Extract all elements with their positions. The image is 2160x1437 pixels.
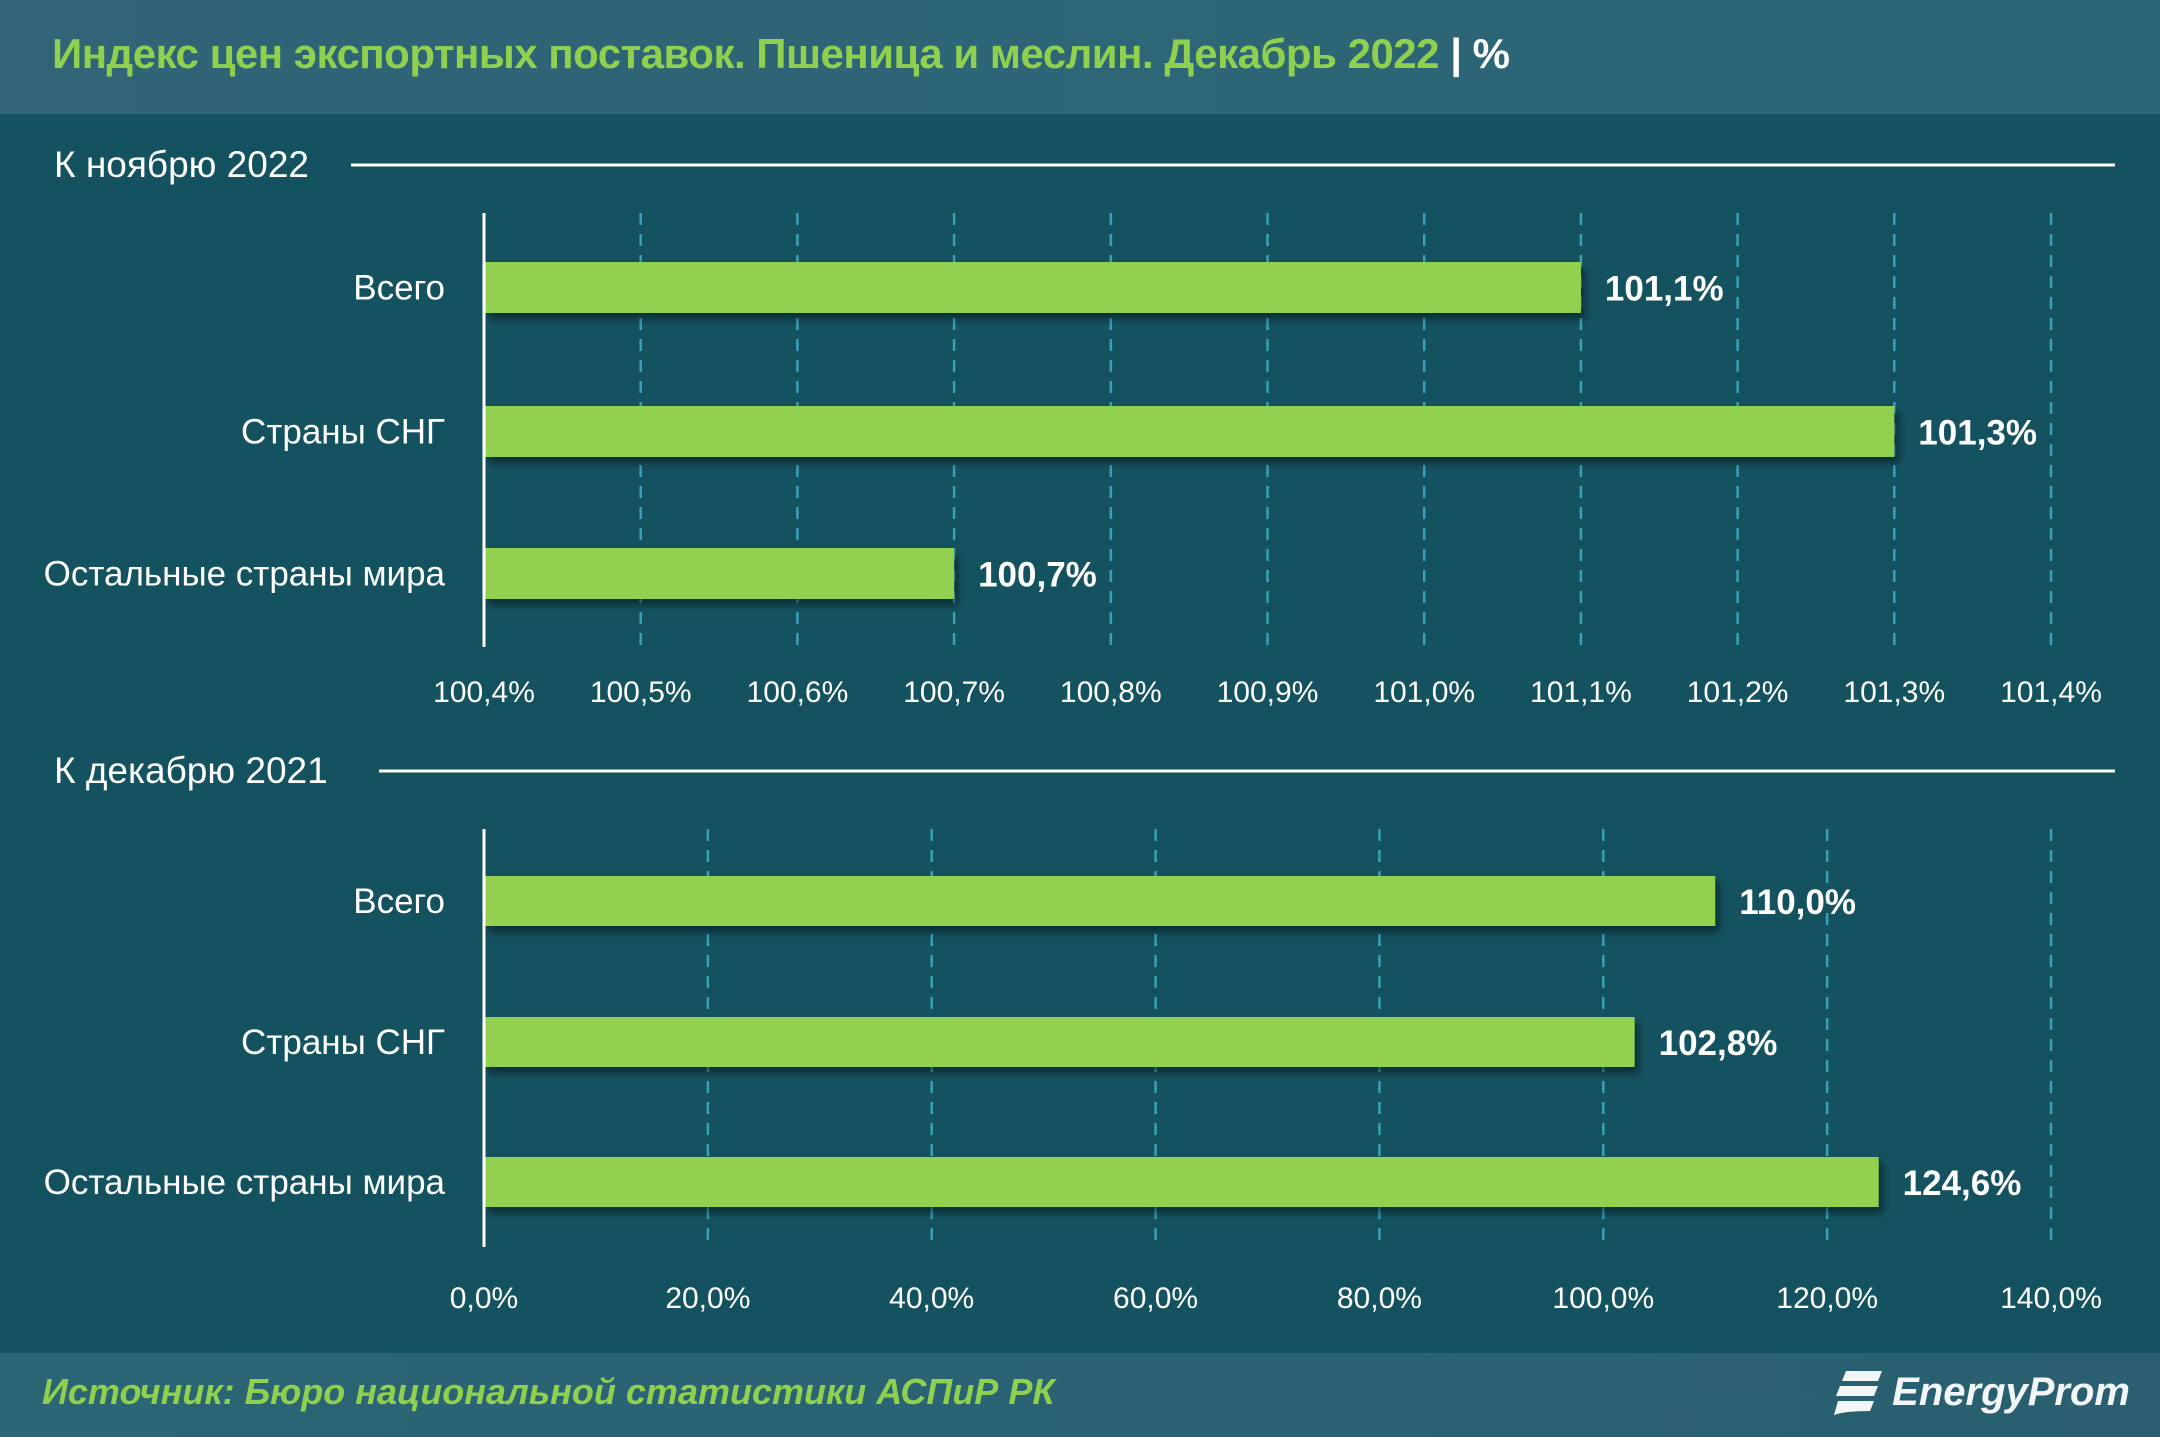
- x-tick-label: 100,0%: [1552, 1282, 1654, 1315]
- x-tick-label: 80,0%: [1337, 1282, 1422, 1315]
- x-tick-label: 100,6%: [747, 676, 849, 709]
- logo-text: EnergyProm: [1892, 1369, 2130, 1414]
- data-label: 100,7%: [978, 556, 1097, 595]
- bar: [484, 1017, 1635, 1067]
- logo-icon: [1834, 1371, 1883, 1415]
- section-label: К декабрю 2021: [54, 750, 328, 791]
- section-label: К ноябрю 2022: [54, 144, 309, 185]
- bar: [484, 262, 1581, 313]
- x-tick-label: 100,5%: [590, 676, 692, 709]
- x-tick-label: 60,0%: [1113, 1282, 1198, 1315]
- bar: [484, 548, 955, 599]
- category-label: Страны СНГ: [241, 1023, 445, 1062]
- header: Индекс цен экспортных поставок. Пшеница …: [0, 0, 2160, 114]
- data-label: 124,6%: [1903, 1164, 2022, 1203]
- x-tick-label: 20,0%: [665, 1282, 750, 1315]
- category-label: Страны СНГ: [241, 413, 445, 452]
- footer: Источник: Бюро национальной статистики А…: [0, 1353, 2160, 1437]
- data-label: 102,8%: [1659, 1024, 1778, 1063]
- x-tick-label: 101,2%: [1687, 676, 1789, 709]
- title-text: Индекс цен экспортных поставок. Пшеница …: [52, 30, 1440, 77]
- charts-area: К ноябрю 2022 100,4% 100,5% 100,6% 100,7% 100…: [44, 144, 2115, 1315]
- x-tick-label: 101,3%: [1843, 676, 1945, 709]
- x-tick-label: 0,0%: [450, 1282, 518, 1315]
- bar: [484, 1157, 1879, 1207]
- bar: [484, 876, 1716, 926]
- category-label: Всего: [353, 269, 445, 308]
- x-tick-label: 100,8%: [1060, 676, 1162, 709]
- x-tick-label: 101,4%: [2000, 676, 2102, 709]
- x-tick-label: 40,0%: [889, 1282, 974, 1315]
- x-tick-label: 100,9%: [1217, 676, 1319, 709]
- x-tick-label: 101,0%: [1373, 676, 1475, 709]
- x-tick-label: 100,7%: [903, 676, 1005, 709]
- x-tick-label: 140,0%: [2000, 1282, 2102, 1315]
- data-label: 110,0%: [1739, 883, 1856, 922]
- data-label: 101,3%: [1918, 414, 2037, 453]
- bar: [484, 406, 1895, 457]
- source-note: Источник: Бюро национальной статистики А…: [42, 1371, 1055, 1412]
- chart-title: Индекс цен экспортных поставок. Пшеница …: [52, 30, 1510, 78]
- data-label: 101,1%: [1605, 270, 1724, 309]
- x-tick-label: 120,0%: [1776, 1282, 1878, 1315]
- x-tick-label: 101,1%: [1530, 676, 1632, 709]
- category-label: Остальные страны мира: [44, 555, 446, 594]
- energyprom-logo: EnergyProm: [1834, 1367, 2130, 1417]
- x-tick-label: 100,4%: [433, 676, 535, 709]
- category-label: Всего: [353, 882, 445, 921]
- category-label: Остальные страны мира: [44, 1163, 446, 1202]
- title-unit: %: [1472, 30, 1510, 77]
- title-separator: |: [1450, 30, 1462, 77]
